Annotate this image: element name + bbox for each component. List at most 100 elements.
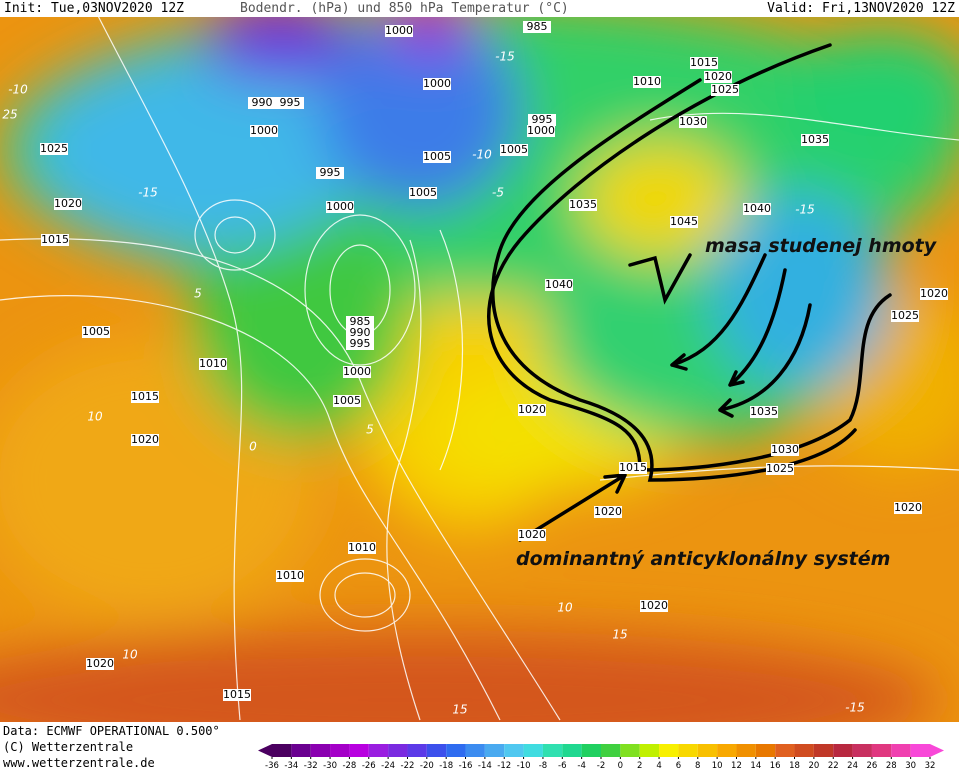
- isobar-label-box: [223, 689, 251, 701]
- colorbar-segment: [717, 744, 737, 757]
- colorbar-tick-label: 20: [808, 761, 819, 770]
- isobar-label-box: [41, 234, 69, 246]
- isobar-label-box: [527, 125, 555, 137]
- isobar-label: 1015: [41, 233, 69, 246]
- isobar-label-box: [423, 78, 451, 90]
- colorbar-tick-label: 32: [925, 761, 936, 770]
- isobar-label: 1000: [343, 365, 371, 378]
- colorbar-tick-label: -32: [304, 761, 318, 770]
- colorbar-tick-label: -8: [539, 761, 547, 770]
- isobar-label: 995: [320, 166, 341, 179]
- isotherm-label: 10: [557, 601, 573, 615]
- isobar-label: 1025: [40, 142, 68, 155]
- isotherm-label: -15: [795, 203, 815, 217]
- isobar-label-box: [348, 542, 376, 554]
- isobar-label: 1020: [86, 657, 114, 670]
- isobar-label: 1010: [199, 357, 227, 370]
- colorbar-segment: [891, 744, 911, 757]
- isobar-label-box: [326, 201, 354, 213]
- isobar-label-box: [343, 366, 371, 378]
- isobar-label-box: [54, 198, 82, 210]
- colorbar-segment: [368, 744, 389, 757]
- colorbar-tick-label: -30: [323, 761, 337, 770]
- isobar-label-box: [920, 288, 948, 300]
- footer-text: www.wetterzentrale.de: [3, 756, 155, 770]
- colorbar-segment: [620, 744, 640, 757]
- colorbar-tick-label: 12: [731, 761, 742, 770]
- colorbar-segment: [426, 744, 447, 757]
- colorbar-segment: [601, 744, 621, 757]
- colorbar-tick-label: -12: [497, 761, 511, 770]
- isobar-label-box: [545, 279, 573, 291]
- colorbar-segment: [659, 744, 679, 757]
- isotherm-label: -15: [495, 50, 515, 64]
- isobar-label-box: [250, 125, 278, 137]
- isobar-label-box: [40, 143, 68, 155]
- isotherm-label: 15: [612, 628, 627, 642]
- isobar-label: 1030: [771, 443, 799, 456]
- colorbar-segment: [697, 744, 718, 757]
- isobar-label: 985: [350, 315, 371, 328]
- isobar-label: 1025: [891, 309, 919, 322]
- isotherm-label: 25: [2, 108, 17, 122]
- colorbar-segment: [446, 744, 466, 757]
- isobar-label: 1020: [704, 70, 732, 83]
- isobar-label: 1020: [640, 599, 668, 612]
- isobar-label: 1020: [594, 505, 622, 518]
- colorbar: -36 -34 -32 -30 -28 -26 -24 -22 -20 -18 -16 -14 -12-…: [258, 744, 944, 770]
- colorbar-tick-label: -2: [597, 761, 605, 770]
- colorbar-segment: [794, 744, 814, 757]
- isobar-label: 1000: [326, 200, 354, 213]
- annotation-curves: [487, 43, 892, 542]
- colorbar-segment: [910, 744, 930, 757]
- isobar-label-box: [704, 71, 732, 83]
- isobar-label: 1000: [385, 24, 413, 37]
- isobar-label-box: [679, 116, 707, 128]
- isobar-label-box: [518, 529, 546, 541]
- isobar-label: 1015: [131, 390, 159, 403]
- colorbar-segment: [272, 744, 292, 757]
- colorbar-tick-label: -10: [517, 761, 531, 770]
- colorbar-segment: [349, 744, 369, 757]
- isobar-label-box: [248, 97, 276, 109]
- colorbar-segment: [542, 744, 563, 757]
- colorbar-tick-label: -28: [342, 761, 356, 770]
- colorbar-tick-label: 2: [637, 761, 642, 770]
- isobar-label: 995: [532, 113, 553, 126]
- isobar-label: 1015: [690, 56, 718, 69]
- header-bar: [0, 0, 959, 17]
- colorbar-segment: [523, 744, 543, 757]
- isotherm-label: 0: [249, 440, 257, 454]
- colorbar-segment: [813, 744, 834, 757]
- isobar-label-box: [523, 21, 551, 33]
- isobar-label-box: [619, 462, 647, 474]
- isobar-label: 1020: [894, 501, 922, 514]
- colorbar-tick-label: -16: [459, 761, 473, 770]
- isobar-label: 1005: [333, 394, 361, 407]
- colorbar-tick-label: 4: [656, 761, 661, 770]
- isobar-label: 995: [280, 96, 301, 109]
- colorbar-tick-label: 24: [847, 761, 858, 770]
- colorbar-segment: [871, 744, 892, 757]
- isobar-label: 1015: [619, 461, 647, 474]
- isobar-label: 985: [527, 20, 548, 33]
- isobar-label: 990: [350, 326, 371, 339]
- isobar-label: 1000: [250, 124, 278, 137]
- isobar-label: 1000: [527, 124, 555, 137]
- colorbar-segment: [755, 744, 776, 757]
- annotation: dominantný anticyklonálny systém: [516, 548, 890, 570]
- isotherm-label: 10: [87, 410, 103, 424]
- isobar-label-box: [633, 76, 661, 88]
- isobar-label-box: [894, 502, 922, 514]
- colorbar-segment: [407, 744, 427, 757]
- colorbar-arrow: [930, 744, 944, 757]
- isobar-label-box: [333, 395, 361, 407]
- isotherm-label: -10: [472, 148, 492, 162]
- isobar-label: 1020: [131, 433, 159, 446]
- colorbar-segment: [736, 744, 756, 757]
- colorbar-tick-label: 16: [770, 761, 781, 770]
- isotherm-label: 15: [452, 703, 467, 717]
- isobar-label-box: [891, 310, 919, 322]
